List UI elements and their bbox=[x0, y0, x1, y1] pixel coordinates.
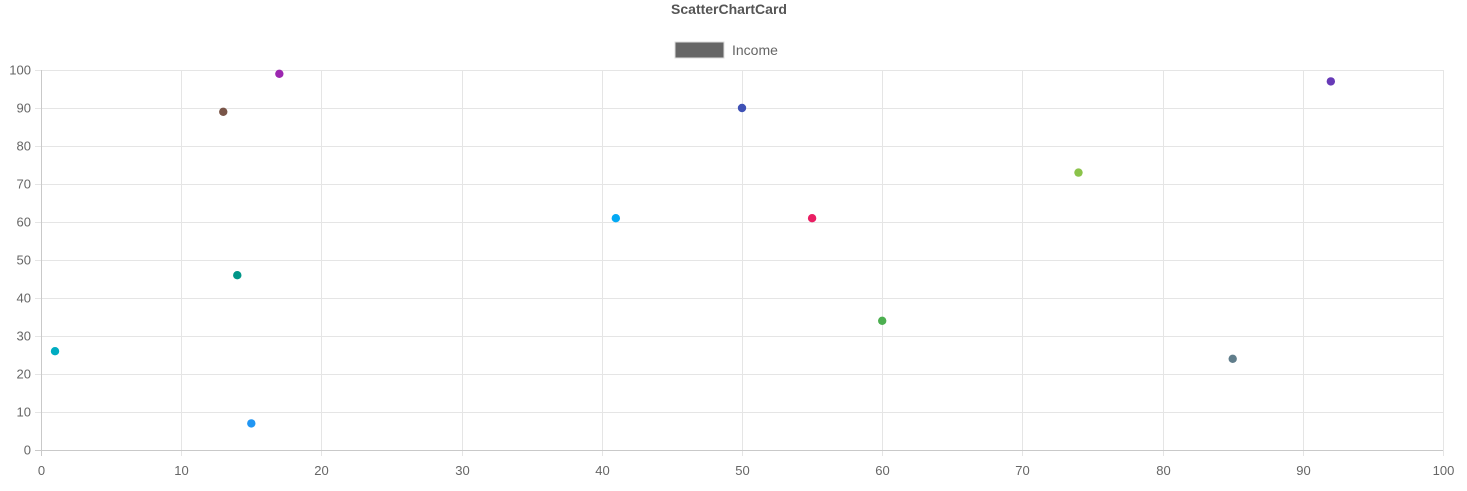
legend-label-income[interactable]: Income bbox=[732, 42, 778, 58]
x-tick-label: 70 bbox=[1015, 463, 1029, 478]
scatter-point[interactable] bbox=[878, 316, 887, 325]
grid-lines bbox=[35, 70, 1444, 456]
x-tick-label: 0 bbox=[38, 463, 45, 478]
y-tick-label: 100 bbox=[9, 63, 31, 78]
y-tick-label: 80 bbox=[17, 139, 31, 154]
scatter-point[interactable] bbox=[233, 271, 242, 280]
chart-legend[interactable]: Income bbox=[674, 41, 778, 59]
scatter-point[interactable] bbox=[247, 419, 256, 428]
scatter-point[interactable] bbox=[1228, 354, 1237, 363]
legend-swatch-income[interactable] bbox=[674, 41, 725, 59]
y-tick-label: 90 bbox=[17, 101, 31, 116]
y-tick-label: 40 bbox=[17, 291, 31, 306]
x-tick-label: 50 bbox=[735, 463, 749, 478]
scatter-point[interactable] bbox=[807, 214, 817, 223]
y-tick-label: 70 bbox=[17, 177, 31, 192]
y-tick-label: 0 bbox=[24, 443, 31, 458]
x-axis-ticks: 0 10 20 30 40 50 60 70 80 90 100 bbox=[38, 463, 1454, 478]
data-points bbox=[50, 69, 1336, 428]
scatter-point[interactable] bbox=[219, 107, 228, 117]
y-axis-ticks: 0 10 20 30 40 50 60 70 80 90 100 bbox=[9, 63, 31, 458]
axes bbox=[35, 70, 1443, 456]
y-tick-label: 30 bbox=[17, 329, 31, 344]
scatter-point[interactable] bbox=[1074, 168, 1083, 177]
x-tick-label: 10 bbox=[174, 463, 188, 478]
chart-title: ScatterChartCard bbox=[671, 1, 787, 17]
scatter-point[interactable] bbox=[50, 347, 60, 356]
scatter-point[interactable] bbox=[611, 214, 621, 223]
x-tick-label: 60 bbox=[875, 463, 889, 478]
y-tick-label: 10 bbox=[17, 405, 31, 420]
y-tick-label: 60 bbox=[17, 215, 31, 230]
x-tick-label: 20 bbox=[314, 463, 328, 478]
y-tick-label: 50 bbox=[17, 253, 31, 268]
y-tick-label: 20 bbox=[17, 367, 31, 382]
x-tick-label: 40 bbox=[595, 463, 609, 478]
scatter-point[interactable] bbox=[737, 103, 747, 113]
scatter-point[interactable] bbox=[275, 69, 284, 79]
x-tick-label: 30 bbox=[455, 463, 469, 478]
x-tick-label: 90 bbox=[1296, 463, 1310, 478]
scatter-point[interactable] bbox=[1326, 77, 1336, 86]
x-tick-label: 100 bbox=[1433, 463, 1455, 478]
x-tick-label: 80 bbox=[1156, 463, 1170, 478]
